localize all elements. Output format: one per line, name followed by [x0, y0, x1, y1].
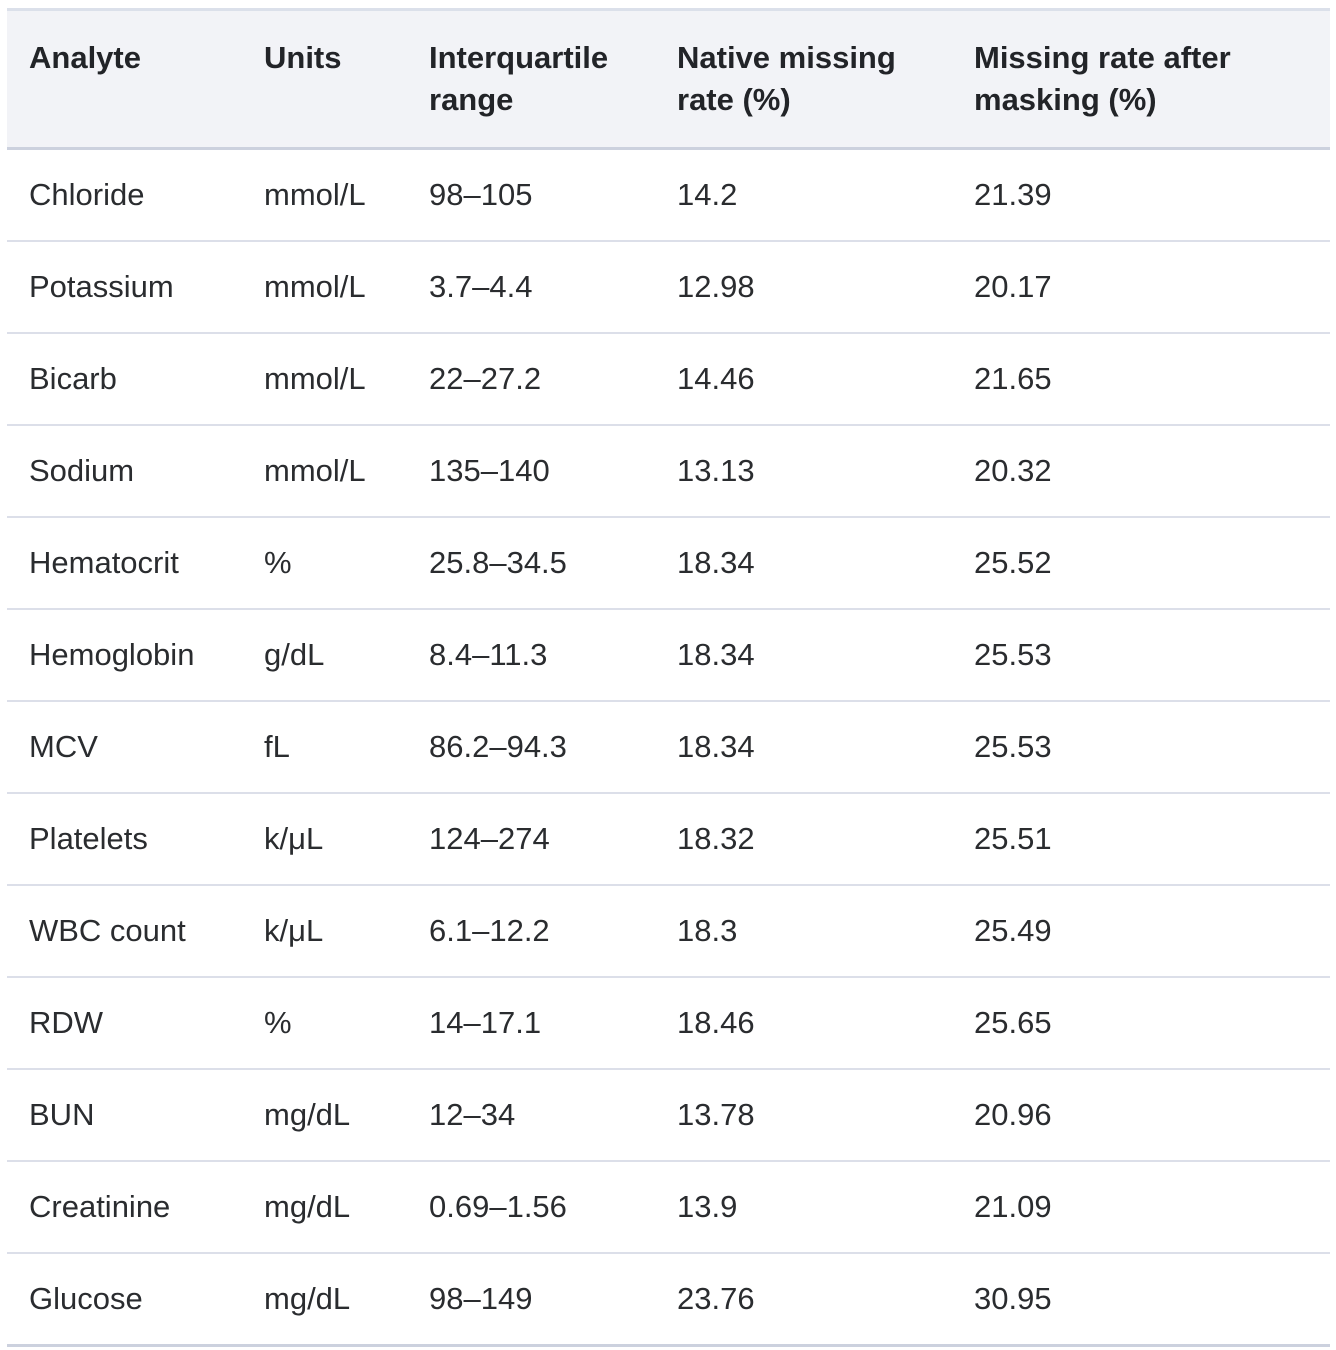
table-row: Platelets k/μL 124–274 18.32 25.51 [7, 793, 1330, 886]
table-cell-missing-rate-after-masking: 30.95 [974, 1253, 1330, 1347]
table-cell-interquartile-range: 8.4–11.3 [429, 609, 677, 702]
table-cell-units: mmol/L [264, 425, 429, 518]
col-header-missing-rate-after-masking: Missing rate after masking (%) [974, 8, 1330, 150]
table-cell-native-missing-rate: 13.13 [677, 425, 974, 518]
table-cell-native-missing-rate: 13.78 [677, 1069, 974, 1162]
table-cell-analyte: Hematocrit [7, 517, 264, 610]
table-cell-analyte: Bicarb [7, 333, 264, 426]
table-cell-missing-rate-after-masking: 25.53 [974, 609, 1330, 702]
table-cell-missing-rate-after-masking: 20.32 [974, 425, 1330, 518]
header-row: Analyte Units Interquartile range Native… [7, 8, 1330, 150]
table-row: Chloride mmol/L 98–105 14.2 21.39 [7, 148, 1330, 242]
col-header-units: Units [264, 8, 429, 150]
table-cell-native-missing-rate: 23.76 [677, 1253, 974, 1347]
table-cell-analyte: Creatinine [7, 1161, 264, 1254]
table-cell-native-missing-rate: 18.32 [677, 793, 974, 886]
table-row: BUN mg/dL 12–34 13.78 20.96 [7, 1069, 1330, 1162]
table-cell-units: mg/dL [264, 1069, 429, 1162]
table-cell-missing-rate-after-masking: 21.65 [974, 333, 1330, 426]
table-cell-analyte: Glucose [7, 1253, 264, 1347]
table-cell-missing-rate-after-masking: 25.53 [974, 701, 1330, 794]
table-cell-native-missing-rate: 18.34 [677, 609, 974, 702]
table-cell-native-missing-rate: 18.34 [677, 701, 974, 794]
table-cell-missing-rate-after-masking: 20.17 [974, 241, 1330, 334]
table-cell-units: k/μL [264, 885, 429, 978]
table-cell-interquartile-range: 86.2–94.3 [429, 701, 677, 794]
table-cell-interquartile-range: 22–27.2 [429, 333, 677, 426]
table-row: MCV fL 86.2–94.3 18.34 25.53 [7, 701, 1330, 794]
table-cell-interquartile-range: 25.8–34.5 [429, 517, 677, 610]
table-cell-native-missing-rate: 12.98 [677, 241, 974, 334]
table-cell-units: g/dL [264, 609, 429, 702]
table-cell-missing-rate-after-masking: 20.96 [974, 1069, 1330, 1162]
table-cell-missing-rate-after-masking: 25.51 [974, 793, 1330, 886]
table-cell-missing-rate-after-masking: 25.65 [974, 977, 1330, 1070]
table-cell-analyte: Sodium [7, 425, 264, 518]
table-cell-units: mg/dL [264, 1253, 429, 1347]
table-body: Chloride mmol/L 98–105 14.2 21.39 Potassium mm… [7, 148, 1330, 1347]
table-cell-interquartile-range: 135–140 [429, 425, 677, 518]
table-cell-analyte: Chloride [7, 148, 264, 242]
table-header: Analyte Units Interquartile range Native… [7, 8, 1330, 150]
table-row: Sodium mmol/L 135–140 13.13 20.32 [7, 425, 1330, 518]
col-header-interquartile-range: Interquartile range [429, 8, 677, 150]
table-cell-analyte: WBC count [7, 885, 264, 978]
table-cell-units: mmol/L [264, 241, 429, 334]
table-cell-interquartile-range: 98–105 [429, 148, 677, 242]
table-cell-interquartile-range: 0.69–1.56 [429, 1161, 677, 1254]
table-cell-native-missing-rate: 18.34 [677, 517, 974, 610]
table-cell-analyte: RDW [7, 977, 264, 1070]
table-cell-missing-rate-after-masking: 21.09 [974, 1161, 1330, 1254]
table-cell-analyte: BUN [7, 1069, 264, 1162]
analyte-table: Analyte Units Interquartile range Native… [7, 8, 1330, 1347]
table-row: Potassium mmol/L 3.7–4.4 12.98 20.17 [7, 241, 1330, 334]
table-cell-interquartile-range: 12–34 [429, 1069, 677, 1162]
table-cell-missing-rate-after-masking: 25.49 [974, 885, 1330, 978]
col-header-analyte: Analyte [7, 8, 264, 150]
table-row: Hematocrit% 25.8–34.5 18.34 25.52 [7, 517, 1330, 610]
table-cell-interquartile-range: 6.1–12.2 [429, 885, 677, 978]
table-row: Glucose mg/dL 98–149 23.76 30.95 [7, 1253, 1330, 1347]
table-cell-analyte: Hemoglobin [7, 609, 264, 702]
table-cell-interquartile-range: 124–274 [429, 793, 677, 886]
table-cell-native-missing-rate: 18.3 [677, 885, 974, 978]
table-cell-native-missing-rate: 14.2 [677, 148, 974, 242]
table-cell-analyte: Platelets [7, 793, 264, 886]
col-header-native-missing-rate: Native missing rate (%) [677, 8, 974, 150]
table-cell-missing-rate-after-masking: 21.39 [974, 148, 1330, 242]
table-cell-units: fL [264, 701, 429, 794]
table-row: WBC count k/μL 6.1–12.2 18.3 25.49 [7, 885, 1330, 978]
table-cell-units: mmol/L [264, 333, 429, 426]
table-row: Bicarb mmol/L 22–27.2 14.46 21.65 [7, 333, 1330, 426]
table-cell-interquartile-range: 98–149 [429, 1253, 677, 1347]
table-cell-interquartile-range: 14–17.1 [429, 977, 677, 1070]
table-cell-units: % [264, 517, 429, 610]
table-cell-analyte: Potassium [7, 241, 264, 334]
table-cell-units: % [264, 977, 429, 1070]
table-cell-interquartile-range: 3.7–4.4 [429, 241, 677, 334]
table-cell-units: k/μL [264, 793, 429, 886]
table-cell-missing-rate-after-masking: 25.52 [974, 517, 1330, 610]
table-cell-units: mmol/L [264, 148, 429, 242]
table-cell-units: mg/dL [264, 1161, 429, 1254]
table-cell-native-missing-rate: 13.9 [677, 1161, 974, 1254]
table-row: Hemoglobin g/dL 8.4–11.3 18.34 25.53 [7, 609, 1330, 702]
table-cell-native-missing-rate: 18.46 [677, 977, 974, 1070]
table-row: Creatinine mg/dL 0.69–1.56 13.9 21.09 [7, 1161, 1330, 1254]
table-cell-analyte: MCV [7, 701, 264, 794]
table-row: RDW% 14–17.1 18.46 25.65 [7, 977, 1330, 1070]
table-cell-native-missing-rate: 14.46 [677, 333, 974, 426]
